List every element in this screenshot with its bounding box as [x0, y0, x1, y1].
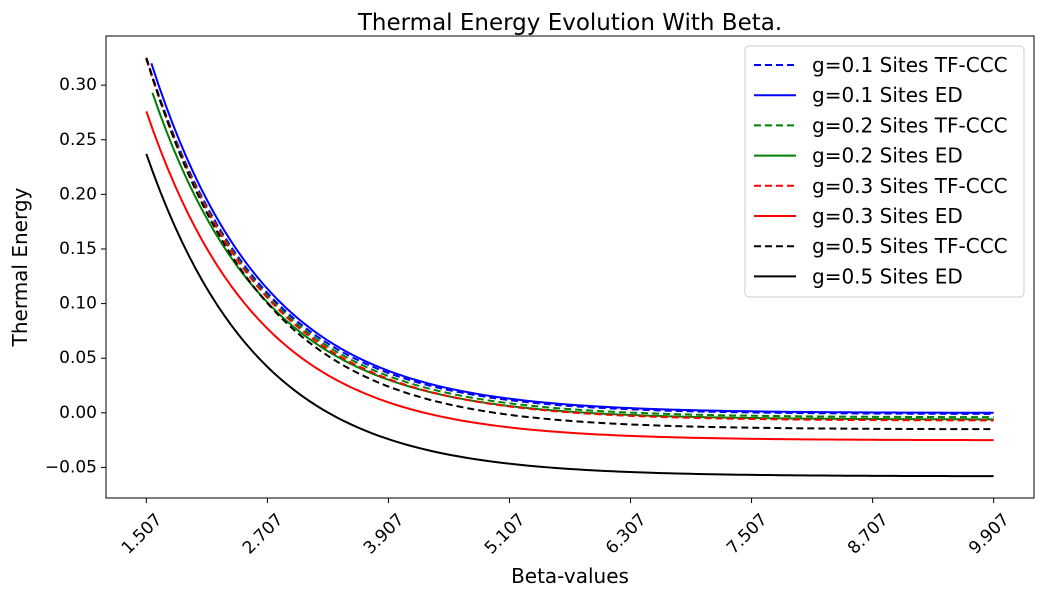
legend-label: g=0.1 Sites ED: [812, 83, 963, 107]
y-tick-label: 0.20: [59, 184, 97, 204]
plot-frame: [105, 35, 1035, 499]
x-tick-label: 1.507: [118, 510, 167, 559]
legend-label: g=0.1 Sites TF-CCC: [812, 53, 1008, 77]
legend-label: g=0.2 Sites ED: [812, 144, 963, 168]
x-tick-label: 2.707: [239, 510, 288, 559]
x-tick-label: 9.907: [965, 510, 1014, 559]
y-tick-label: 0.00: [59, 403, 97, 423]
y-tick-label: 0.25: [59, 130, 97, 150]
legend: g=0.1 Sites TF-CCC g=0.1 Sites ED g=0.2 Si…: [744, 45, 1025, 298]
series-line-6: [145, 111, 994, 442]
y-axis-ticks: −0.05 0.00 0.05 0.10 0.15 0.20 0.25 0.30: [45, 75, 106, 477]
series-line-2: [150, 62, 994, 414]
legend-label: g=0.3 Sites ED: [812, 204, 963, 228]
y-tick-label: 0.15: [59, 239, 97, 259]
legend-label: g=0.2 Sites TF-CCC: [812, 113, 1008, 137]
y-tick-label: 0.30: [59, 75, 97, 95]
legend-label: g=0.5 Sites TF-CCC: [812, 234, 1008, 258]
x-tick-label: 3.907: [360, 510, 409, 559]
x-tick-label: 6.307: [602, 510, 651, 559]
x-axis-title: Beta-values: [511, 564, 629, 588]
x-tick-label: 8.707: [844, 510, 893, 559]
legend-label: g=0.5 Sites ED: [812, 264, 963, 288]
legend-label: g=0.3 Sites TF-CCC: [812, 174, 1008, 198]
legend-box: [744, 45, 1025, 298]
legend-items: g=0.1 Sites TF-CCC g=0.1 Sites ED g=0.2 Si…: [754, 53, 1008, 288]
series-line-5: [145, 58, 994, 422]
y-tick-label: 0.05: [59, 348, 97, 368]
series-line-1: [145, 57, 994, 415]
x-tick-label: 7.507: [723, 510, 772, 559]
series-line-8: [145, 153, 994, 478]
chart-title: Thermal Energy Evolution With Beta.: [357, 10, 782, 36]
series-line-3: [145, 58, 994, 419]
x-tick-label: 5.107: [481, 510, 530, 559]
y-tick-label: −0.05: [45, 457, 97, 477]
series-line-7: [145, 57, 994, 431]
x-axis-ticks: 1.507 2.707 3.907 5.107 6.307 7.507 8.707 9.907: [118, 498, 1014, 558]
y-tick-label: 0.10: [59, 294, 97, 314]
y-axis-title: Thermal Energy: [8, 187, 32, 347]
series-layer: [145, 57, 994, 478]
